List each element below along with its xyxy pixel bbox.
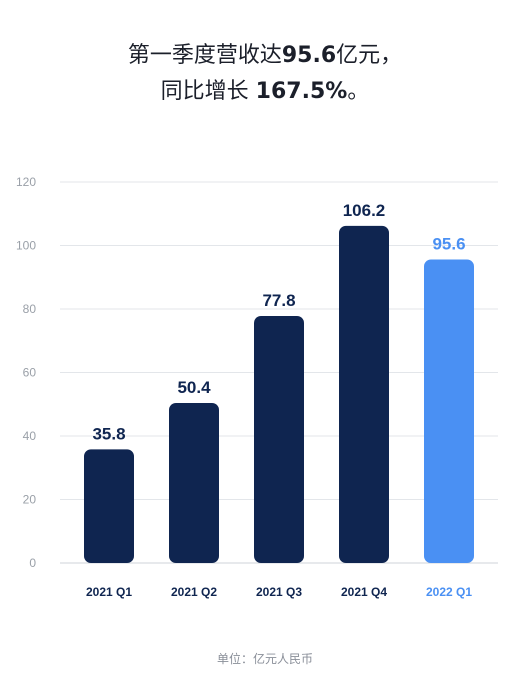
data-label: 95.6 [432,234,465,253]
bar-2021-q2 [169,402,219,563]
title-line-1-suffix: 亿元， [336,43,403,68]
title-line-1-prefix: 第一季度营收达 [127,43,282,68]
y-tick-label: 80 [23,302,37,316]
y-tick-label: 40 [23,429,37,443]
title-revenue-value: 95.6 [281,43,337,68]
y-tick-label: 60 [23,366,37,380]
unit-note: 单位：亿元人民币 [216,652,313,666]
title-line-2-suffix: 。 [347,79,370,104]
y-tick-label: 20 [23,493,37,507]
data-label: 77.8 [262,291,295,310]
bar-2021-q4 [339,225,389,563]
x-tick-label: 2021 Q4 [341,585,387,599]
bar-2022-q1 [424,259,474,563]
title-line-2-prefix: 同比增长 [160,79,256,104]
x-tick-label: 2021 Q1 [86,585,132,599]
y-tick-label: 120 [16,175,36,189]
bar-2021-q1 [84,449,134,563]
x-tick-label: 2021 Q3 [256,585,302,599]
bar-2021-q3 [254,315,304,563]
data-label: 35.8 [92,424,125,443]
chart-title: 第一季度营收达95.6亿元， 同比增长 167.5%。 [0,38,530,110]
title-growth-value: 167.5% [255,79,348,104]
data-label: 106.2 [343,201,386,220]
title-line-1: 第一季度营收达95.6亿元， [0,38,530,74]
x-tick-label: 2021 Q2 [171,585,217,599]
y-tick-label: 100 [16,239,36,253]
x-tick-label: 2022 Q1 [426,585,472,599]
title-line-2: 同比增长 167.5%。 [0,74,530,110]
y-tick-label: 0 [29,556,36,570]
data-label: 50.4 [177,378,211,397]
